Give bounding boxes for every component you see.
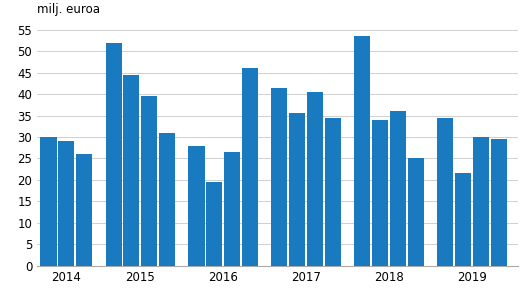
Bar xyxy=(473,137,489,266)
Bar xyxy=(271,88,287,266)
Bar xyxy=(76,154,92,266)
Bar xyxy=(455,173,471,266)
Bar xyxy=(206,182,222,266)
Bar xyxy=(106,43,122,266)
Bar xyxy=(408,159,424,266)
Bar xyxy=(58,141,75,266)
Bar xyxy=(390,111,406,266)
Bar xyxy=(40,137,57,266)
Bar xyxy=(159,133,175,266)
Bar xyxy=(491,139,507,266)
Text: milj. euroa: milj. euroa xyxy=(37,3,100,16)
Bar xyxy=(289,114,305,266)
Bar xyxy=(123,75,140,266)
Bar xyxy=(224,152,240,266)
Bar xyxy=(242,68,258,266)
Bar xyxy=(372,120,388,266)
Bar xyxy=(188,146,205,266)
Bar xyxy=(325,118,341,266)
Bar xyxy=(307,92,323,266)
Bar xyxy=(437,118,453,266)
Bar xyxy=(354,36,370,266)
Bar xyxy=(141,96,157,266)
